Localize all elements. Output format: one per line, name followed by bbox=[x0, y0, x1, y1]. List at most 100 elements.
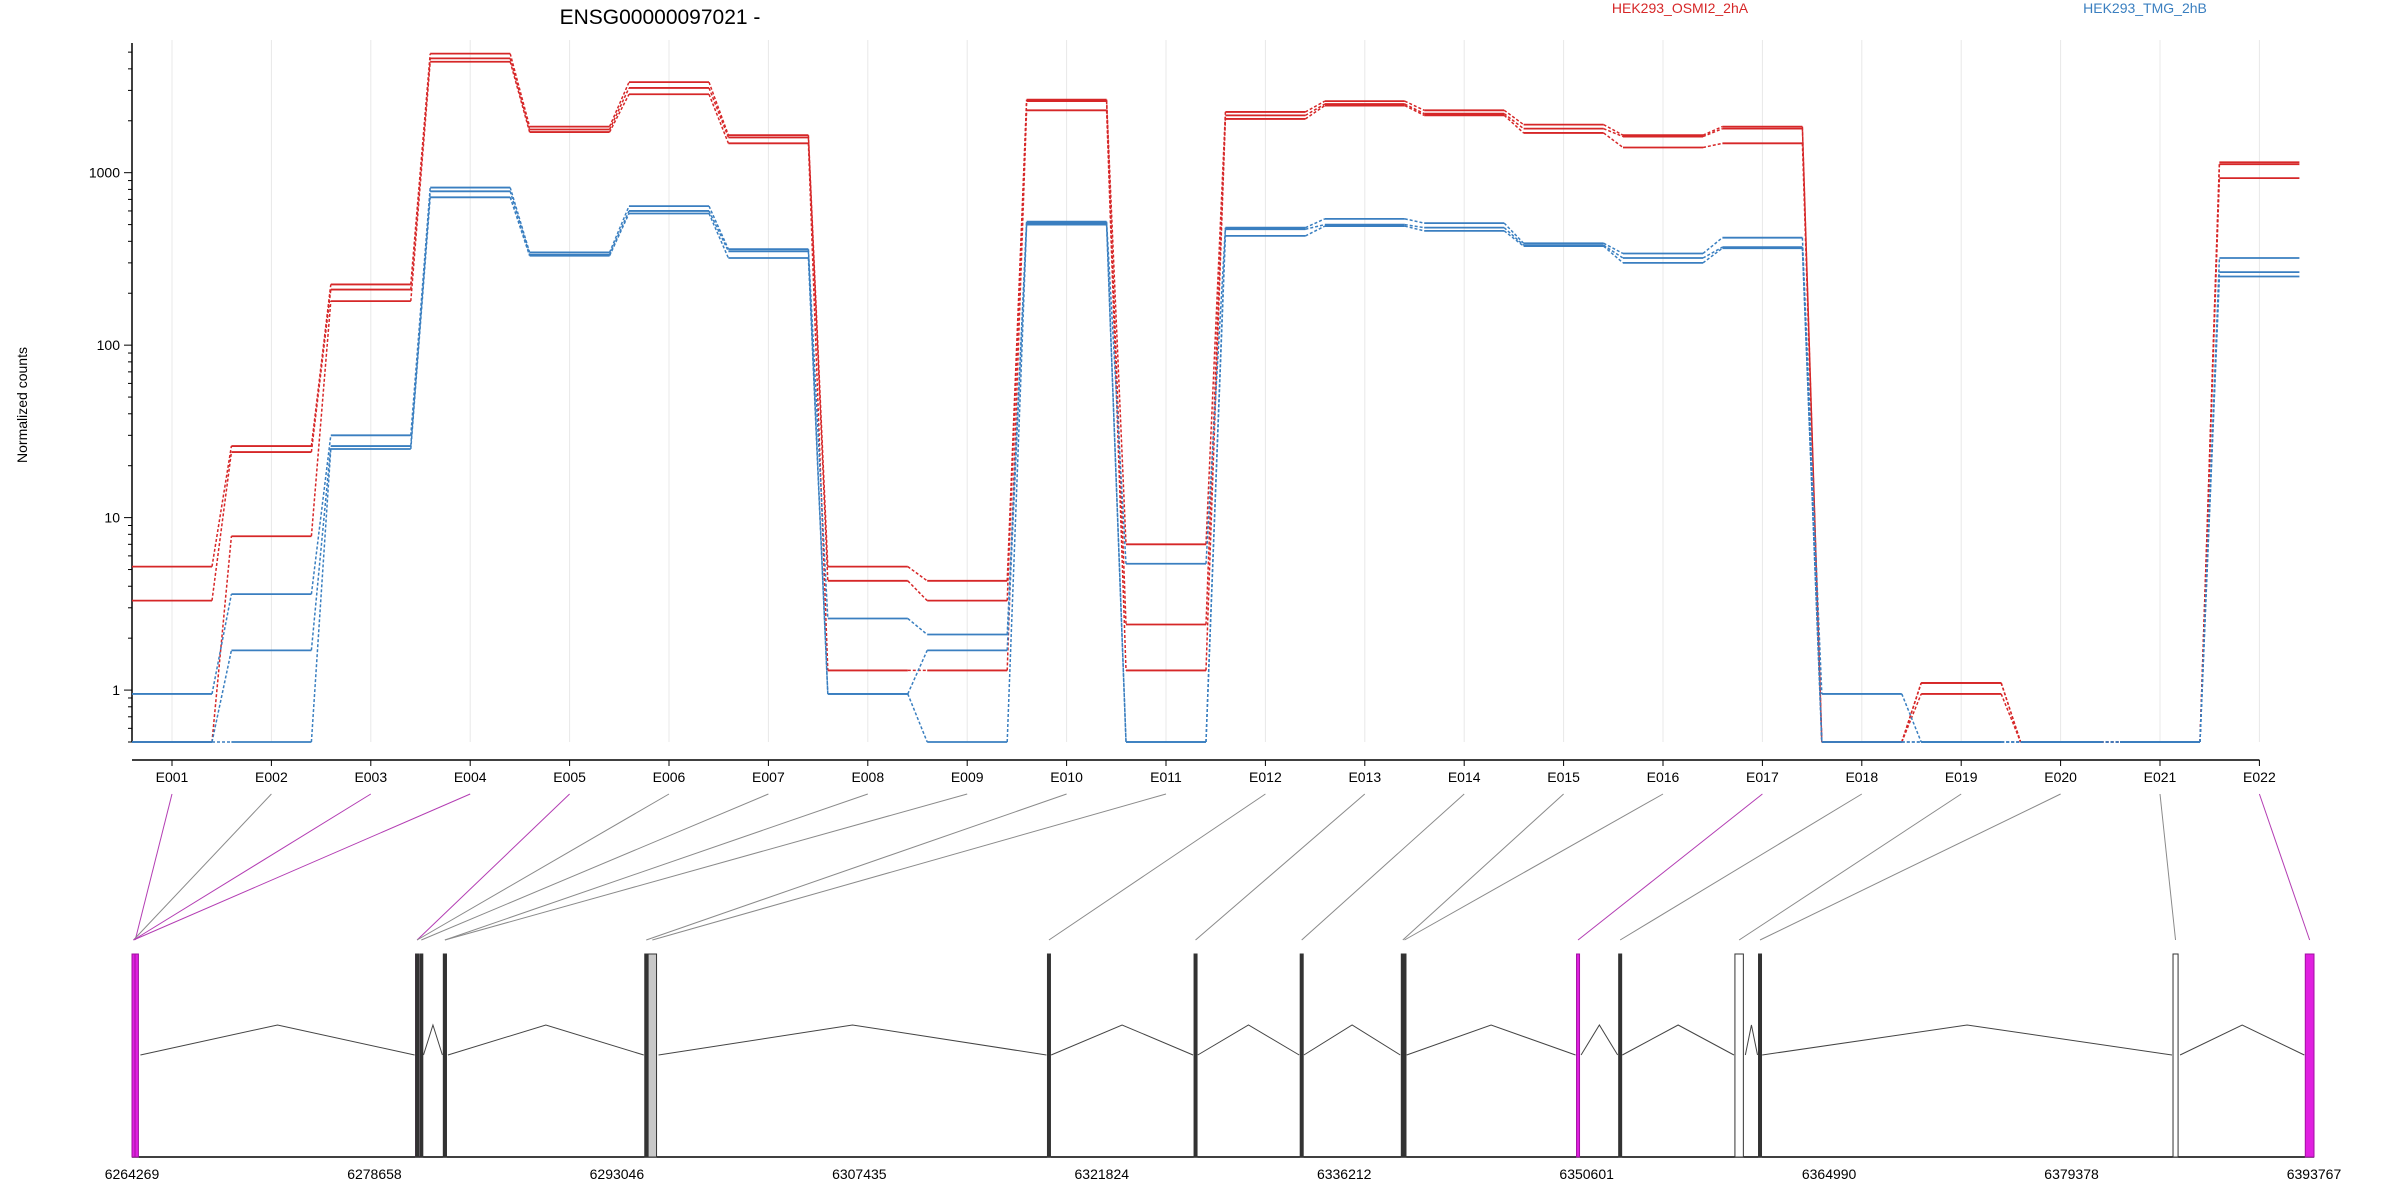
exon-connector bbox=[444, 793, 968, 941]
exon-block bbox=[647, 953, 658, 1158]
series-connector bbox=[1503, 109, 1525, 126]
exon-connector bbox=[416, 793, 570, 941]
x-tick-label: E007 bbox=[752, 769, 785, 785]
legend-label-tmg: HEK293_TMG_2hB bbox=[2083, 0, 2207, 16]
coordinate-tick-label: 6350601 bbox=[1559, 1166, 1614, 1182]
x-tick-label: E017 bbox=[1746, 769, 1779, 785]
series-connector bbox=[1305, 223, 1325, 230]
series-connector bbox=[1404, 103, 1425, 115]
y-tick-label: 1000 bbox=[89, 165, 120, 181]
intron-line bbox=[1303, 1024, 1401, 1056]
y-axis-label: Normalized counts bbox=[14, 347, 30, 463]
intron-line bbox=[1762, 1024, 2173, 1056]
series-connector bbox=[1404, 223, 1425, 229]
series-connector bbox=[410, 197, 431, 450]
series-connector bbox=[1006, 224, 1028, 743]
series-connector bbox=[708, 213, 730, 259]
series-connector bbox=[807, 251, 829, 694]
exon-connector bbox=[2258, 793, 2311, 941]
series-connector bbox=[211, 451, 233, 601]
coordinate-tick-label: 6264269 bbox=[105, 1166, 160, 1182]
series-connector bbox=[907, 580, 928, 602]
series-connector bbox=[1702, 246, 1723, 259]
series-6 bbox=[132, 196, 2300, 743]
exon-block bbox=[2304, 953, 2315, 1158]
series-connector bbox=[1702, 237, 1723, 255]
x-tick-label: E005 bbox=[553, 769, 586, 785]
series-connector bbox=[1105, 221, 1127, 564]
series-connector bbox=[310, 289, 332, 453]
intron-line bbox=[658, 1024, 1047, 1056]
series-connector bbox=[1503, 230, 1525, 247]
exon-connector bbox=[1619, 793, 1863, 941]
exon-connector bbox=[421, 793, 769, 941]
exon-connector bbox=[133, 793, 272, 941]
exon-connector bbox=[1759, 793, 2061, 941]
series-connector bbox=[608, 93, 630, 133]
series-connector bbox=[1702, 142, 1723, 149]
x-tick-label: E002 bbox=[255, 769, 288, 785]
x-tick-label: E021 bbox=[2144, 769, 2177, 785]
x-tick-label: E009 bbox=[951, 769, 984, 785]
gene-model: 6264269 6278658 6293046 6307435 6321824 63362… bbox=[105, 953, 2342, 1182]
intron-line bbox=[447, 1024, 644, 1056]
x-tick-label: E013 bbox=[1348, 769, 1381, 785]
exon-connector bbox=[1738, 793, 1962, 941]
series-connector bbox=[509, 53, 531, 127]
x-tick-label: E020 bbox=[2044, 769, 2077, 785]
series-connector bbox=[1304, 104, 1326, 120]
intron-line bbox=[423, 1023, 443, 1056]
x-tick-label: E004 bbox=[454, 769, 487, 785]
exon-connector bbox=[133, 793, 471, 941]
y-tick-label: 1 bbox=[112, 682, 120, 698]
x-tick-label: E001 bbox=[156, 769, 189, 785]
series-connector bbox=[410, 61, 431, 302]
exon-connector bbox=[1195, 793, 1366, 941]
series-connector bbox=[2000, 693, 2022, 743]
series-connector bbox=[1305, 225, 1326, 237]
intron-line bbox=[2179, 1024, 2305, 1056]
series-connector bbox=[608, 81, 630, 127]
intron-line bbox=[1580, 1024, 1619, 1056]
series-connector bbox=[1404, 218, 1425, 224]
series-connector bbox=[1205, 118, 1227, 671]
series-5 bbox=[132, 190, 2300, 743]
series-connector bbox=[1603, 244, 1624, 259]
coordinate-tick-label: 6293046 bbox=[590, 1166, 645, 1182]
exon-block bbox=[1046, 953, 1051, 1158]
series-connector bbox=[807, 143, 829, 671]
x-tick-label: E018 bbox=[1845, 769, 1878, 785]
series-connector bbox=[509, 58, 531, 130]
series-connector bbox=[211, 536, 233, 743]
x-tick-label: E003 bbox=[354, 769, 387, 785]
intron-line bbox=[1406, 1024, 1576, 1056]
series-connector bbox=[807, 249, 829, 619]
series-connector bbox=[1305, 100, 1326, 113]
series-connector bbox=[1305, 103, 1326, 117]
coordinate-tick-label: 6393767 bbox=[2287, 1166, 2342, 1182]
exon-block bbox=[442, 953, 447, 1158]
exon-connector bbox=[444, 793, 868, 941]
legend-label-osmi: HEK293_OSMI2_2hA bbox=[1612, 0, 1749, 16]
exon-block bbox=[1618, 953, 1623, 1158]
series-connector bbox=[608, 87, 630, 130]
exon-connector bbox=[133, 793, 372, 941]
intron-line bbox=[1050, 1024, 1194, 1056]
coordinate-tick-label: 6364990 bbox=[1802, 1166, 1857, 1182]
intron-line bbox=[1622, 1024, 1735, 1056]
series-connector bbox=[608, 205, 630, 253]
series-connector bbox=[807, 135, 829, 567]
series-connector bbox=[907, 693, 928, 743]
series-connector bbox=[1404, 104, 1425, 117]
exon-block bbox=[2172, 953, 2179, 1158]
series-connector bbox=[1901, 693, 1922, 743]
exon-connector bbox=[416, 793, 670, 941]
intron-line bbox=[140, 1024, 415, 1056]
series-connector bbox=[509, 61, 531, 133]
series-lines bbox=[132, 52, 2300, 743]
series-connector bbox=[1702, 247, 1723, 264]
exon-block bbox=[415, 953, 420, 1158]
series-connector bbox=[310, 435, 332, 595]
series-connector bbox=[907, 565, 928, 582]
x-tick-label: E006 bbox=[653, 769, 686, 785]
